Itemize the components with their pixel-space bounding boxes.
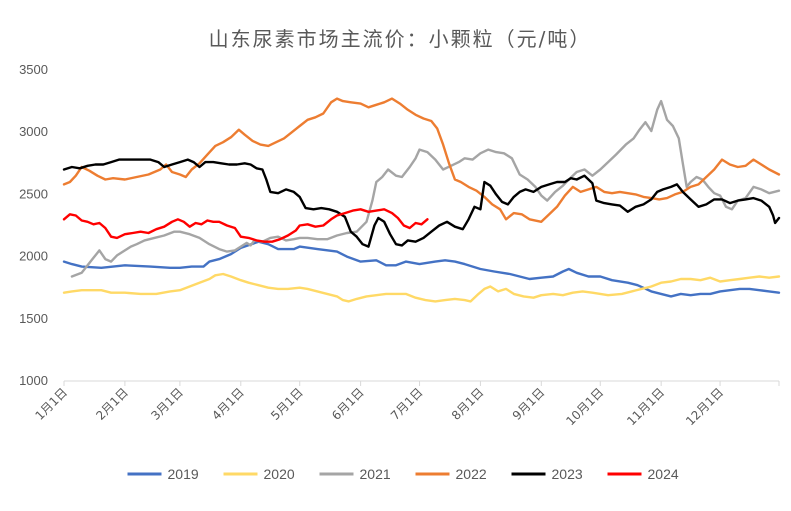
series-line-2019	[62, 240, 781, 298]
series-lines	[62, 97, 781, 303]
x-tick-label: 4月1日	[209, 385, 247, 423]
legend-label-2023: 2023	[552, 466, 583, 482]
legend-label-2021: 2021	[360, 466, 391, 482]
x-tick-label: 12月1日	[683, 385, 726, 428]
x-tick-label: 7月1日	[388, 385, 426, 423]
legend-label-2020: 2020	[264, 466, 295, 482]
legend-label-2022: 2022	[456, 466, 487, 482]
y-tick-label: 2000	[19, 249, 48, 264]
legend: 2019 2020 2021 2022 2023 2024	[127, 466, 679, 482]
x-tick-label: 11月1日	[624, 385, 667, 428]
y-axis: 1000 1500 2000 2500 3000 3500	[19, 62, 48, 388]
y-tick-label: 3500	[19, 62, 48, 77]
legend-label-2024: 2024	[648, 466, 679, 482]
x-tick-label: 1月1日	[32, 385, 70, 423]
series-line-2022	[62, 97, 781, 223]
series-line-2020	[62, 272, 781, 303]
series-line-2021	[70, 99, 781, 278]
series-line-2023	[62, 158, 781, 248]
y-tick-label: 1000	[19, 373, 48, 388]
y-tick-label: 3000	[19, 124, 48, 139]
chart-title: 山东尿素市场主流价：小颗粒（元/吨）	[209, 27, 592, 51]
x-tick-label: 2月1日	[93, 385, 131, 423]
series-line-2024	[62, 208, 429, 243]
x-tick-label: 9月1日	[510, 385, 548, 423]
x-tick-label: 10月1日	[563, 385, 606, 428]
x-tick-label: 5月1日	[268, 385, 306, 423]
y-tick-label: 2500	[19, 186, 48, 201]
x-tick-label: 6月1日	[329, 385, 367, 423]
x-tick-label: 8月1日	[449, 385, 487, 423]
y-tick-label: 1500	[19, 311, 48, 326]
x-axis: 1月1日 2月1日 3月1日 4月1日 5月1日 6月1日 7月1日 8月1日 9月1日 10月1…	[32, 380, 780, 428]
x-tick-label: 3月1日	[148, 385, 186, 423]
legend-label-2019: 2019	[168, 466, 199, 482]
